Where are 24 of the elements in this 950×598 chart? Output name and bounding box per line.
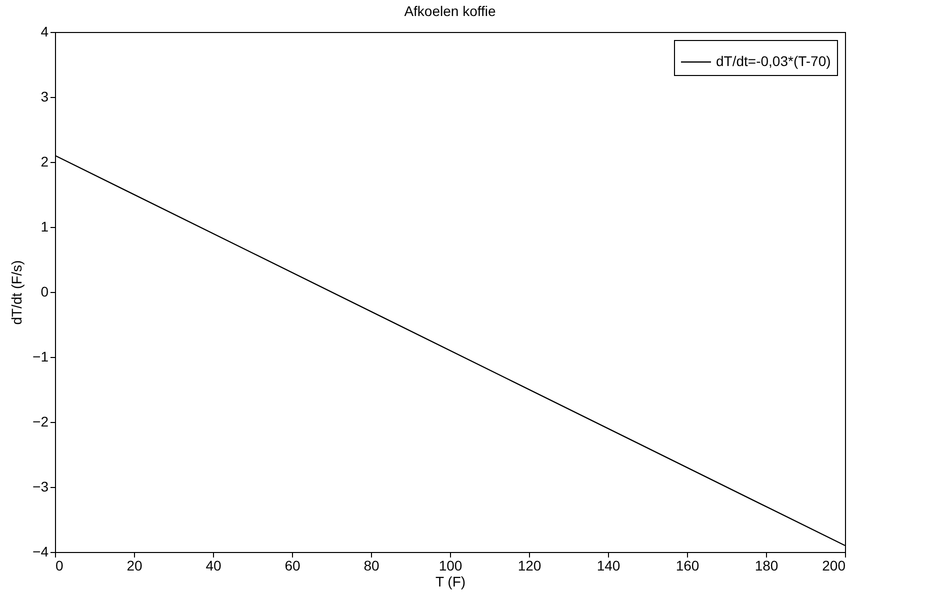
x-axis-title: T (F) — [435, 574, 466, 590]
x-tick-label: 40 — [206, 558, 222, 574]
y-axis-title: dT/dt (F/s) — [8, 260, 25, 325]
x-tick-label: 200 — [822, 558, 846, 574]
x-tick-label: 160 — [676, 558, 700, 574]
x-tick-label: 140 — [596, 558, 620, 574]
y-tick-label: −3 — [32, 478, 49, 494]
y-tick-label: 2 — [40, 154, 49, 170]
y-tick-label: −1 — [32, 348, 49, 364]
y-tick-label: −2 — [32, 414, 49, 430]
chart-title: Afkoelen koffie — [404, 3, 496, 19]
y-tick-label: 0 — [40, 284, 49, 300]
x-tick-label: 80 — [364, 558, 380, 574]
y-tick-label: 1 — [40, 218, 49, 234]
x-tick-label: 20 — [126, 558, 142, 574]
x-tick-label: 100 — [438, 558, 462, 574]
x-tick-label: 60 — [284, 558, 300, 574]
y-tick-label: −4 — [32, 544, 49, 560]
x-tick-label: 180 — [754, 558, 778, 574]
legend-label: dT/dt=-0,03*(T-70) — [716, 53, 831, 69]
x-tick-label: 120 — [518, 558, 542, 574]
x-tick-label: 0 — [56, 558, 64, 574]
y-tick-label: 3 — [40, 88, 49, 104]
y-tick-label: 4 — [40, 24, 49, 40]
